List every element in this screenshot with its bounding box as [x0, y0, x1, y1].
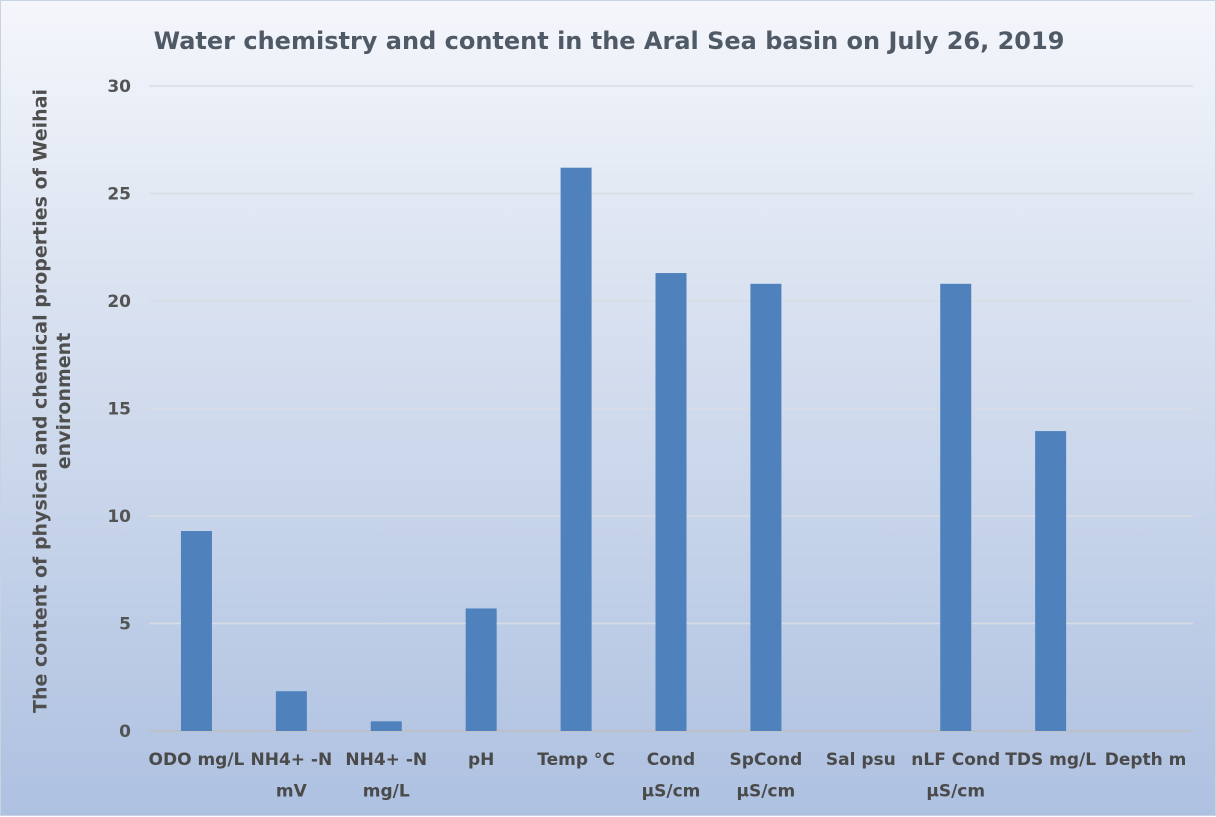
x-tick-label-line: SpCond — [729, 750, 802, 770]
x-tick-label: TDS mg/L — [1005, 750, 1096, 770]
bar — [275, 691, 307, 731]
x-tick-label-line: µS/cm — [737, 781, 796, 801]
chart-title: Water chemistry and content in the Aral … — [154, 27, 1065, 55]
y-tick-label: 0 — [119, 722, 131, 742]
bar — [180, 531, 212, 731]
x-tick-label: pH — [468, 750, 494, 770]
x-tick-label-line: pH — [468, 750, 494, 770]
x-tick-label: NH4+ -N mV — [250, 750, 332, 801]
bar — [1035, 431, 1067, 731]
y-tick-label: 15 — [107, 400, 131, 420]
y-axis-label: The content of physical and chemical pro… — [29, 89, 75, 713]
x-tick-label: Cond µS/cm — [642, 750, 701, 801]
x-tick-label: ODO mg/L — [149, 750, 245, 770]
bar — [465, 608, 497, 731]
y-tick-label: 20 — [107, 292, 131, 312]
y-axis-label-line: environment — [53, 333, 75, 470]
bar — [560, 167, 592, 731]
x-tick-label: Temp °C — [537, 750, 615, 770]
x-tick-label-line: TDS mg/L — [1005, 750, 1096, 770]
y-tick-label: 5 — [119, 615, 131, 635]
bar — [655, 273, 687, 731]
bar — [750, 283, 782, 731]
y-axis-ticks: 0 5 10 15 20 25 30 — [107, 77, 131, 742]
y-tick-label: 30 — [107, 77, 131, 97]
x-tick-label: SpCond µS/cm — [729, 750, 802, 801]
x-tick-label-line: nLF Cond — [911, 750, 1000, 770]
x-tick-label-line: mg/L — [363, 781, 410, 801]
x-tick-label-line: NH4+ -N — [250, 750, 332, 770]
x-tick-label-line: µS/cm — [926, 781, 985, 801]
bar — [940, 283, 972, 731]
x-tick-label: Sal psu — [826, 750, 896, 770]
bar — [370, 721, 402, 731]
x-tick-label-line: µS/cm — [642, 781, 701, 801]
x-tick-label-line: Temp °C — [537, 750, 615, 770]
x-tick-label: NH4+ -N mg/L — [345, 750, 427, 801]
x-tick-label-line: mV — [276, 781, 308, 801]
x-tick-label-line: NH4+ -N — [345, 750, 427, 770]
x-tick-label-line: Depth m — [1105, 750, 1187, 770]
x-tick-label: Depth m — [1105, 750, 1187, 770]
y-axis-label-line: The content of physical and chemical pro… — [29, 89, 51, 713]
x-tick-label: nLF Cond µS/cm — [911, 750, 1000, 801]
x-tick-label-line: ODO mg/L — [149, 750, 245, 770]
y-tick-label: 25 — [107, 185, 131, 205]
bars — [180, 167, 1067, 731]
y-tick-label: 10 — [107, 507, 131, 527]
x-tick-label-line: Sal psu — [826, 750, 896, 770]
x-tick-label-line: Cond — [647, 750, 695, 770]
